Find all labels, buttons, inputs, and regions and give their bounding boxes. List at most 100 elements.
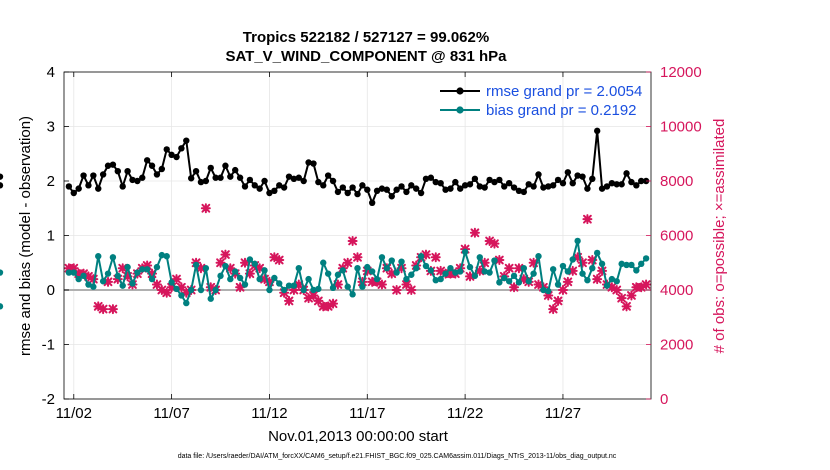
obs-marker (611, 285, 622, 295)
rmse-point (90, 172, 97, 179)
y2-tick-label: 0 (660, 391, 668, 408)
bias-point (232, 268, 239, 275)
rmse-point (623, 170, 630, 177)
obs-marker (220, 249, 231, 260)
bias-point (535, 253, 542, 260)
rmse-point (232, 166, 239, 174)
right-y-axis-ticks: 0 2000 4000 6000 8000 10000 12000 (646, 64, 702, 408)
rmse-point (241, 183, 249, 190)
rmse-point (520, 188, 528, 196)
bias-point (638, 260, 645, 268)
bias-point (349, 291, 356, 298)
bias-point (148, 275, 156, 283)
bias-point (388, 257, 395, 264)
bias-point (545, 287, 552, 295)
bias-point (85, 281, 92, 288)
left-y-axis-ticks: -2 -1 0 1 2 3 4 (42, 64, 69, 408)
bias-point (398, 258, 405, 265)
bias-point (329, 284, 337, 292)
bias-point (143, 266, 151, 273)
obs-marker (435, 265, 446, 276)
right-y-axis-label: # of obs: o=possible; ×=assimilated (711, 119, 728, 354)
rmse-point (368, 199, 376, 206)
bias-point (315, 285, 322, 293)
bias-point (457, 268, 464, 275)
rmse-point (496, 176, 503, 184)
obs-marker (303, 293, 314, 304)
bias-point (422, 262, 430, 270)
rmse-point (486, 176, 493, 184)
obs-marker (161, 287, 172, 298)
obs-marker (264, 276, 275, 287)
obs-marker (107, 304, 118, 315)
rmse-point (618, 181, 625, 188)
obs-marker (592, 274, 603, 285)
obs-marker (284, 295, 295, 306)
obs-marker (205, 282, 216, 293)
obs-marker (200, 203, 211, 214)
bias-point (447, 265, 454, 272)
rmse-point (290, 175, 298, 183)
obs-marker (636, 282, 647, 293)
rmse-point (0, 182, 4, 189)
rmse-point (310, 160, 317, 167)
bias-point (251, 260, 258, 268)
obs-marker (430, 252, 441, 263)
bias-point (501, 274, 508, 282)
rmse-point (70, 189, 77, 197)
bias-point (70, 269, 77, 276)
bias-point (618, 260, 625, 268)
rmse-point (158, 165, 166, 173)
obs-marker (293, 279, 304, 290)
obs-marker (142, 260, 153, 271)
rmse-point (549, 182, 557, 189)
rmse-point (305, 159, 312, 166)
rmse-point (75, 185, 82, 192)
rmse-point (202, 177, 210, 185)
bias-point (285, 282, 293, 289)
obs-marker (259, 274, 270, 285)
obs-marker (68, 263, 79, 274)
obs-marker (342, 257, 353, 268)
bias-point (310, 286, 317, 294)
x-tick-label: 11/07 (153, 405, 189, 422)
rmse-point (613, 181, 620, 188)
rmse-point (598, 185, 606, 192)
y-tick-label: 4 (47, 64, 55, 81)
bias-point (569, 256, 576, 263)
rmse-point (422, 175, 430, 183)
rmse-point (388, 193, 395, 200)
bias-point (471, 272, 479, 280)
obs-marker (122, 271, 133, 282)
obs-marker (328, 298, 339, 309)
rmse-point (505, 179, 513, 187)
obs-marker (494, 255, 505, 266)
obs-marker (626, 290, 637, 301)
rmse-point (261, 177, 268, 185)
bias-point (187, 286, 195, 294)
obs-marker (195, 263, 206, 274)
bias-point (246, 256, 254, 263)
bias-point (476, 254, 483, 261)
bias-point (427, 267, 435, 274)
bias-point (525, 278, 532, 285)
rmse-point (510, 184, 518, 191)
obs-marker (528, 257, 539, 268)
rmse-point (584, 185, 591, 192)
y-tick-label: -2 (42, 391, 55, 408)
bias-point (256, 275, 263, 283)
obs-marker (239, 257, 250, 268)
legend-rmse-marker (456, 87, 464, 95)
bias-point (241, 281, 249, 288)
x-tick-label: 11/12 (251, 405, 287, 422)
bias-point (608, 275, 616, 283)
rmse-point (139, 174, 146, 181)
obs-marker (117, 263, 128, 274)
rmse-point (134, 177, 141, 185)
rmse-point (227, 173, 234, 180)
bias-point (461, 248, 469, 256)
rmse-point (300, 177, 307, 185)
left-y-axis-label: rmse and bias (model - observation) (17, 116, 34, 356)
bias-point (129, 280, 136, 287)
obs-marker (386, 268, 397, 279)
